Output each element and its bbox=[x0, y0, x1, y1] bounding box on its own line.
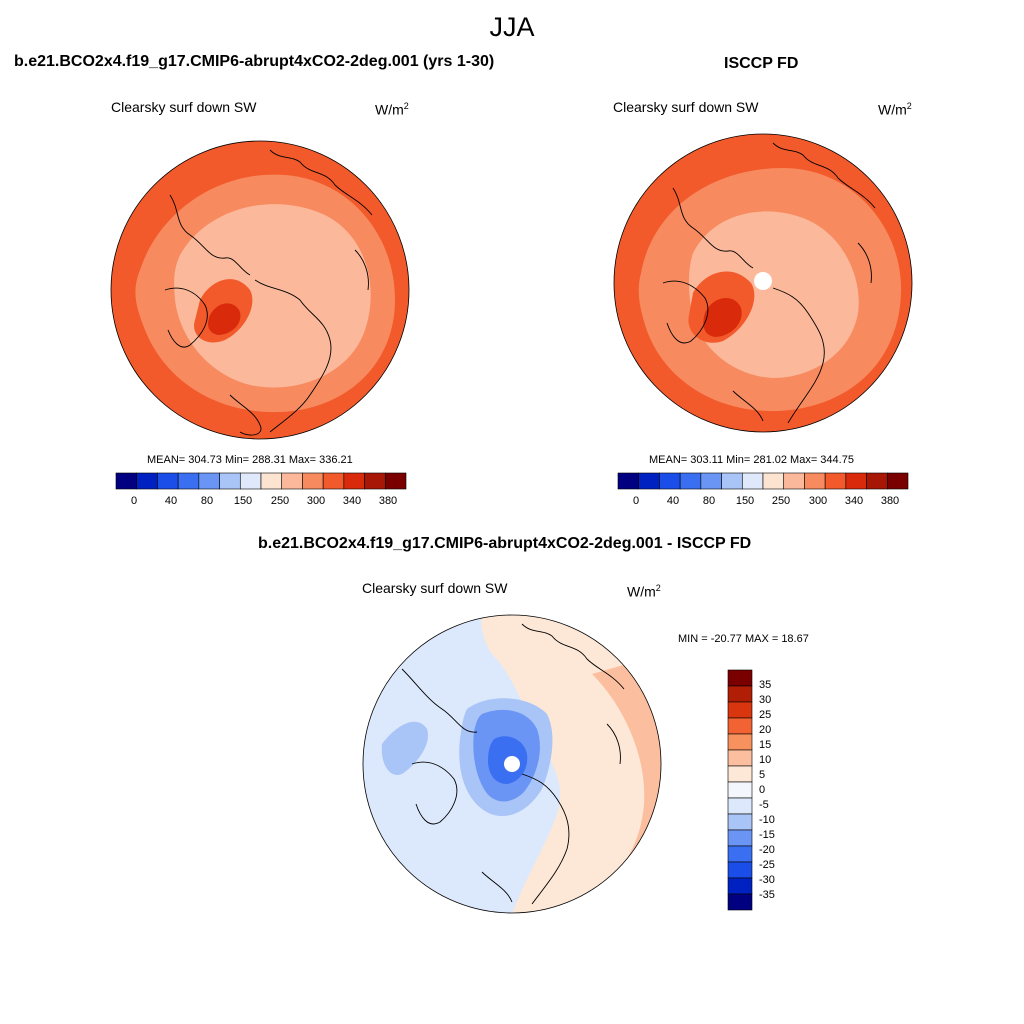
p1-field-hotspot bbox=[208, 303, 241, 335]
difference-stats: MIN = -20.77 MAX = 18.67 bbox=[678, 633, 809, 645]
difference-cb-label: 35 bbox=[759, 679, 772, 691]
difference-colorbar bbox=[727, 669, 753, 911]
colorbar-swatch bbox=[727, 877, 753, 895]
colorbar-swatch bbox=[302, 472, 324, 490]
colorbar-swatch bbox=[679, 472, 702, 490]
difference-cb-label: -30 bbox=[759, 874, 775, 886]
panel2-colorbar bbox=[617, 472, 909, 490]
panel1-units: W/m2 bbox=[375, 101, 409, 118]
panel2-cb-label: 250 bbox=[771, 495, 791, 507]
colorbar-swatch bbox=[845, 472, 867, 490]
panel2-cb-label: 40 bbox=[666, 495, 680, 507]
panel1-variable-label: Clearsky surf down SW bbox=[111, 99, 257, 115]
p1-field-inner bbox=[174, 204, 371, 388]
colorbar-swatch bbox=[364, 472, 386, 490]
p2-field-hotspot bbox=[703, 297, 742, 337]
colorbar-swatch bbox=[762, 472, 785, 490]
panel1-cb-label: 250 bbox=[270, 495, 290, 507]
difference-cb-label: 0 bbox=[759, 784, 766, 796]
panel2-stats: MEAN= 303.11 Min= 281.02 Max= 344.75 bbox=[649, 454, 854, 466]
colorbar-swatch bbox=[727, 813, 753, 831]
difference-title: b.e21.BCO2x4.f19_g17.CMIP6-abrupt4xCO2-2… bbox=[258, 535, 752, 552]
colorbar-swatch bbox=[727, 701, 753, 719]
difference-cb-label: 30 bbox=[759, 694, 772, 706]
colorbar-swatch bbox=[727, 829, 753, 847]
panel2-cb-label: 340 bbox=[844, 495, 864, 507]
difference-variable-label: Clearsky surf down SW bbox=[362, 580, 508, 596]
difference-units: W/m2 bbox=[627, 583, 661, 600]
panel1-title: b.e21.BCO2x4.f19_g17.CMIP6-abrupt4xCO2-2… bbox=[14, 53, 495, 70]
panel1-colorbar bbox=[115, 472, 407, 490]
panel2-cb-label: 300 bbox=[808, 495, 828, 507]
d-field-west-cool bbox=[381, 721, 428, 775]
colorbar-swatch bbox=[727, 733, 753, 751]
difference-cb-label: -5 bbox=[759, 799, 769, 811]
colorbar-swatch bbox=[219, 472, 241, 490]
difference-polar-map bbox=[362, 614, 662, 914]
colorbar-swatch bbox=[727, 797, 753, 815]
colorbar-swatch bbox=[727, 685, 753, 703]
panel2-variable-label: Clearsky surf down SW bbox=[613, 99, 759, 115]
panel2-cb-label: 150 bbox=[735, 495, 755, 507]
colorbar-swatch bbox=[727, 765, 753, 783]
panel2-cb-label: 80 bbox=[702, 495, 716, 507]
colorbar-swatch bbox=[157, 472, 179, 490]
colorbar-swatch bbox=[198, 472, 220, 490]
colorbar-swatch bbox=[343, 472, 365, 490]
colorbar-swatch bbox=[741, 472, 764, 490]
difference-cb-label: 25 bbox=[759, 709, 772, 721]
panel2-units: W/m2 bbox=[878, 101, 912, 118]
figure-title: JJA bbox=[489, 12, 535, 42]
colorbar-swatch bbox=[886, 472, 909, 490]
panel1-polar-map bbox=[110, 140, 410, 440]
panel1-cb-label: 80 bbox=[200, 495, 214, 507]
panel1-cb-label: 380 bbox=[378, 495, 398, 507]
panel1-cb-label: 340 bbox=[342, 495, 362, 507]
difference-cb-label: -20 bbox=[759, 844, 775, 856]
colorbar-swatch bbox=[783, 472, 805, 490]
panel1-stats: MEAN= 304.73 Min= 288.31 Max= 336.21 bbox=[147, 454, 353, 466]
colorbar-swatch bbox=[727, 861, 753, 879]
difference-cb-label: -10 bbox=[759, 814, 775, 826]
colorbar-swatch bbox=[824, 472, 847, 490]
colorbar-swatch bbox=[700, 472, 722, 490]
colorbar-swatch bbox=[866, 472, 888, 490]
colorbar-swatch bbox=[727, 845, 753, 863]
colorbar-swatch bbox=[727, 893, 753, 911]
difference-cb-label: 10 bbox=[759, 754, 772, 766]
colorbar-swatch bbox=[804, 472, 826, 490]
colorbar-swatch bbox=[384, 472, 407, 490]
difference-cb-label: 20 bbox=[759, 724, 772, 736]
panel1-cb-label: 40 bbox=[164, 495, 178, 507]
panel2-cb-label: 0 bbox=[632, 495, 640, 507]
colorbar-swatch bbox=[727, 781, 753, 799]
colorbar-swatch bbox=[721, 472, 743, 490]
colorbar-swatch bbox=[322, 472, 345, 490]
colorbar-swatch bbox=[260, 472, 283, 490]
panel1-cb-label: 300 bbox=[306, 495, 326, 507]
panel1-cb-label: 150 bbox=[233, 495, 253, 507]
difference-cb-label: -25 bbox=[759, 859, 775, 871]
colorbar-swatch bbox=[136, 472, 158, 490]
colorbar-swatch bbox=[727, 749, 753, 767]
panel2-title: ISCCP FD bbox=[724, 55, 799, 72]
difference-cb-label: -15 bbox=[759, 829, 775, 841]
colorbar-swatch bbox=[617, 472, 640, 490]
colorbar-swatch bbox=[281, 472, 303, 490]
colorbar-swatch bbox=[659, 472, 681, 490]
panel2-cb-label: 380 bbox=[880, 495, 900, 507]
colorbar-swatch bbox=[177, 472, 200, 490]
difference-cb-label: -35 bbox=[759, 889, 775, 901]
p2-field-inner bbox=[688, 211, 859, 378]
colorbar-swatch bbox=[638, 472, 660, 490]
colorbar-swatch bbox=[239, 472, 262, 490]
colorbar-swatch bbox=[727, 717, 753, 735]
difference-cb-label: 5 bbox=[759, 769, 766, 781]
panel1-cb-label: 0 bbox=[130, 495, 138, 507]
colorbar-swatch bbox=[727, 669, 753, 687]
difference-cb-label: 15 bbox=[759, 739, 772, 751]
colorbar-swatch bbox=[115, 472, 138, 490]
panel2-polar-map bbox=[613, 133, 913, 433]
